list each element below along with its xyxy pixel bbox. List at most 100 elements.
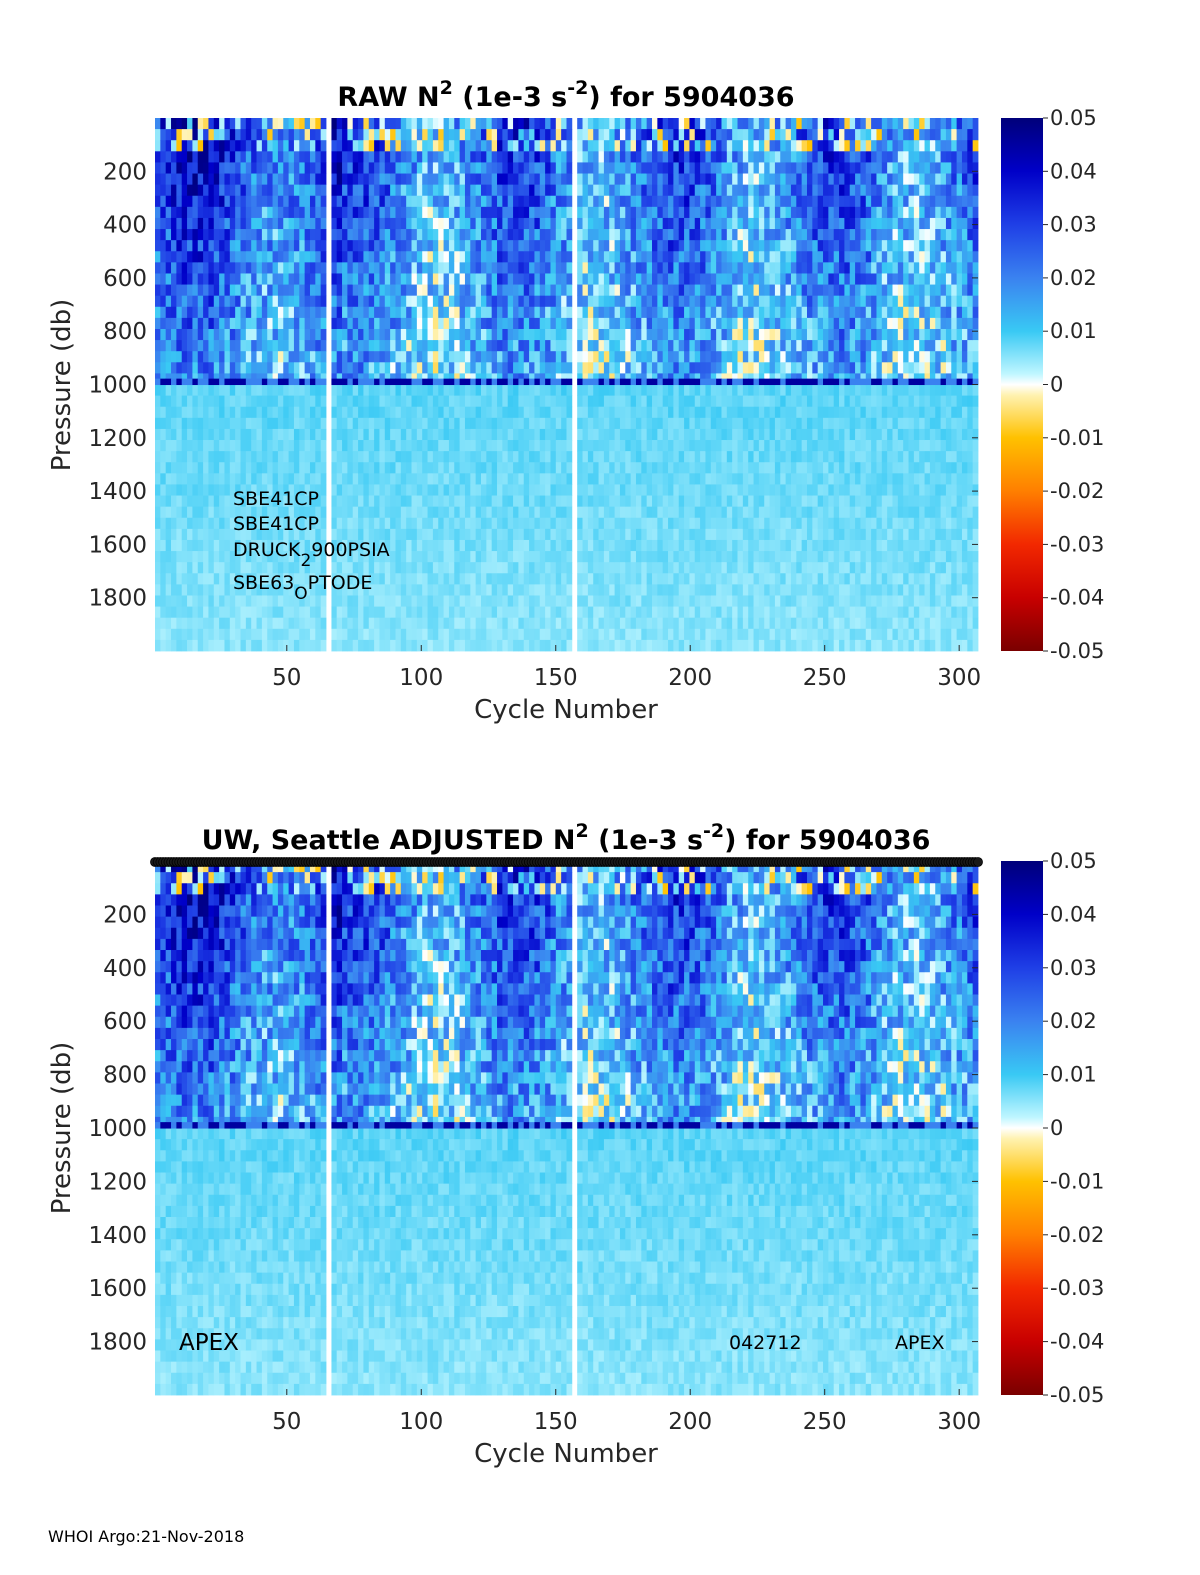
heatmap-cell (240, 195, 247, 208)
heatmap-cell (641, 484, 648, 496)
heatmap-cell (374, 595, 380, 607)
heatmap-cell (550, 229, 557, 241)
heatmap-cell (518, 362, 525, 374)
heatmap-cell (240, 384, 247, 396)
heatmap-cell (288, 251, 295, 263)
heatmap-cell (251, 340, 257, 352)
heatmap-cell (652, 517, 658, 530)
heatmap-cell (390, 440, 396, 452)
heatmap-cell (358, 340, 364, 352)
heatmap-cell (352, 240, 359, 252)
heatmap-cell (582, 462, 589, 474)
heatmap-cell (203, 262, 209, 274)
heatmap-cell (288, 351, 295, 363)
heatmap-cell (587, 617, 594, 630)
heatmap-cell (539, 317, 546, 330)
heatmap-cell (694, 462, 701, 474)
heatmap-cell (229, 273, 236, 285)
heatmap-cell (529, 173, 535, 186)
heatmap-cell (587, 340, 594, 352)
heatmap-cell (245, 517, 252, 530)
heatmap-cell (448, 617, 455, 630)
heatmap-cell (550, 151, 557, 163)
heatmap-cell (197, 118, 204, 130)
heatmap-cell (657, 451, 664, 463)
heatmap-cell (614, 473, 621, 485)
heatmap-cell (545, 328, 551, 341)
heatmap-cell (497, 362, 503, 374)
heatmap-cell (235, 206, 241, 219)
heatmap-cell (700, 539, 706, 552)
heatmap-cell (684, 195, 690, 208)
heatmap-cell (523, 639, 530, 652)
heatmap-cell (267, 340, 273, 352)
heatmap-cell (208, 495, 215, 508)
heatmap-cell (208, 184, 215, 197)
heatmap-cell (684, 595, 690, 607)
heatmap-cell (331, 351, 338, 363)
heatmap-cell (299, 484, 306, 496)
heatmap-cell (208, 362, 215, 374)
heatmap-cell (342, 406, 348, 419)
heatmap-cell (187, 206, 193, 219)
heatmap-cell (208, 428, 215, 441)
heatmap-cell (272, 306, 279, 319)
heatmap-cell (475, 495, 482, 508)
heatmap-cell (208, 484, 215, 496)
heatmap-cell (165, 262, 172, 274)
heatmap-cell (309, 195, 316, 208)
heatmap-cell (593, 584, 599, 596)
heatmap-cell (299, 628, 306, 641)
heatmap-cell (256, 451, 263, 463)
heatmap-cell (427, 306, 434, 319)
heatmap-cell (267, 639, 273, 652)
heatmap-cell (427, 184, 434, 197)
heatmap-cell (673, 462, 680, 474)
heatmap-cell (384, 162, 391, 174)
heatmap-cell (352, 406, 359, 419)
heatmap-cell (710, 229, 717, 241)
heatmap-cell (299, 295, 306, 308)
heatmap-cell (625, 617, 632, 630)
heatmap-cell (277, 340, 284, 352)
heatmap-cell (513, 162, 519, 174)
heatmap-cell (176, 606, 183, 619)
heatmap-cell (283, 229, 289, 241)
heatmap-cell (470, 617, 477, 630)
heatmap-cell (315, 351, 322, 363)
heatmap-cell (609, 562, 615, 574)
heatmap-cell (593, 217, 599, 230)
heatmap-cell (309, 428, 316, 441)
heatmap-cell (176, 317, 183, 330)
heatmap-cell (566, 140, 573, 152)
heatmap-cell (309, 573, 316, 585)
heatmap-cell (587, 606, 594, 619)
heatmap-cell (229, 151, 236, 163)
heatmap-cell (395, 217, 402, 230)
heatmap-cell (550, 551, 557, 563)
heatmap-cell (245, 340, 252, 352)
heatmap-cell (470, 206, 477, 219)
heatmap-cell (192, 317, 199, 330)
heatmap-cell (416, 140, 423, 152)
heatmap-cell (710, 473, 717, 485)
heatmap-cell (491, 262, 498, 274)
heatmap-cell (267, 528, 273, 541)
heatmap-cell (416, 195, 423, 208)
heatmap-cell (625, 417, 632, 430)
heatmap-cell (475, 395, 482, 408)
heatmap-cell (235, 506, 241, 519)
heatmap-cell (267, 440, 273, 452)
heatmap-cell (352, 317, 359, 330)
heatmap-cell (539, 140, 546, 152)
heatmap-cell (614, 362, 621, 374)
heatmap-cell (480, 328, 487, 341)
heatmap-cell (342, 451, 348, 463)
heatmap-cell (566, 584, 573, 596)
heatmap-cell (208, 617, 215, 630)
heatmap-cell (277, 284, 284, 297)
heatmap-cell (582, 495, 589, 508)
heatmap-cell (406, 440, 412, 452)
heatmap-cell (630, 328, 637, 341)
heatmap-cell (283, 340, 289, 352)
